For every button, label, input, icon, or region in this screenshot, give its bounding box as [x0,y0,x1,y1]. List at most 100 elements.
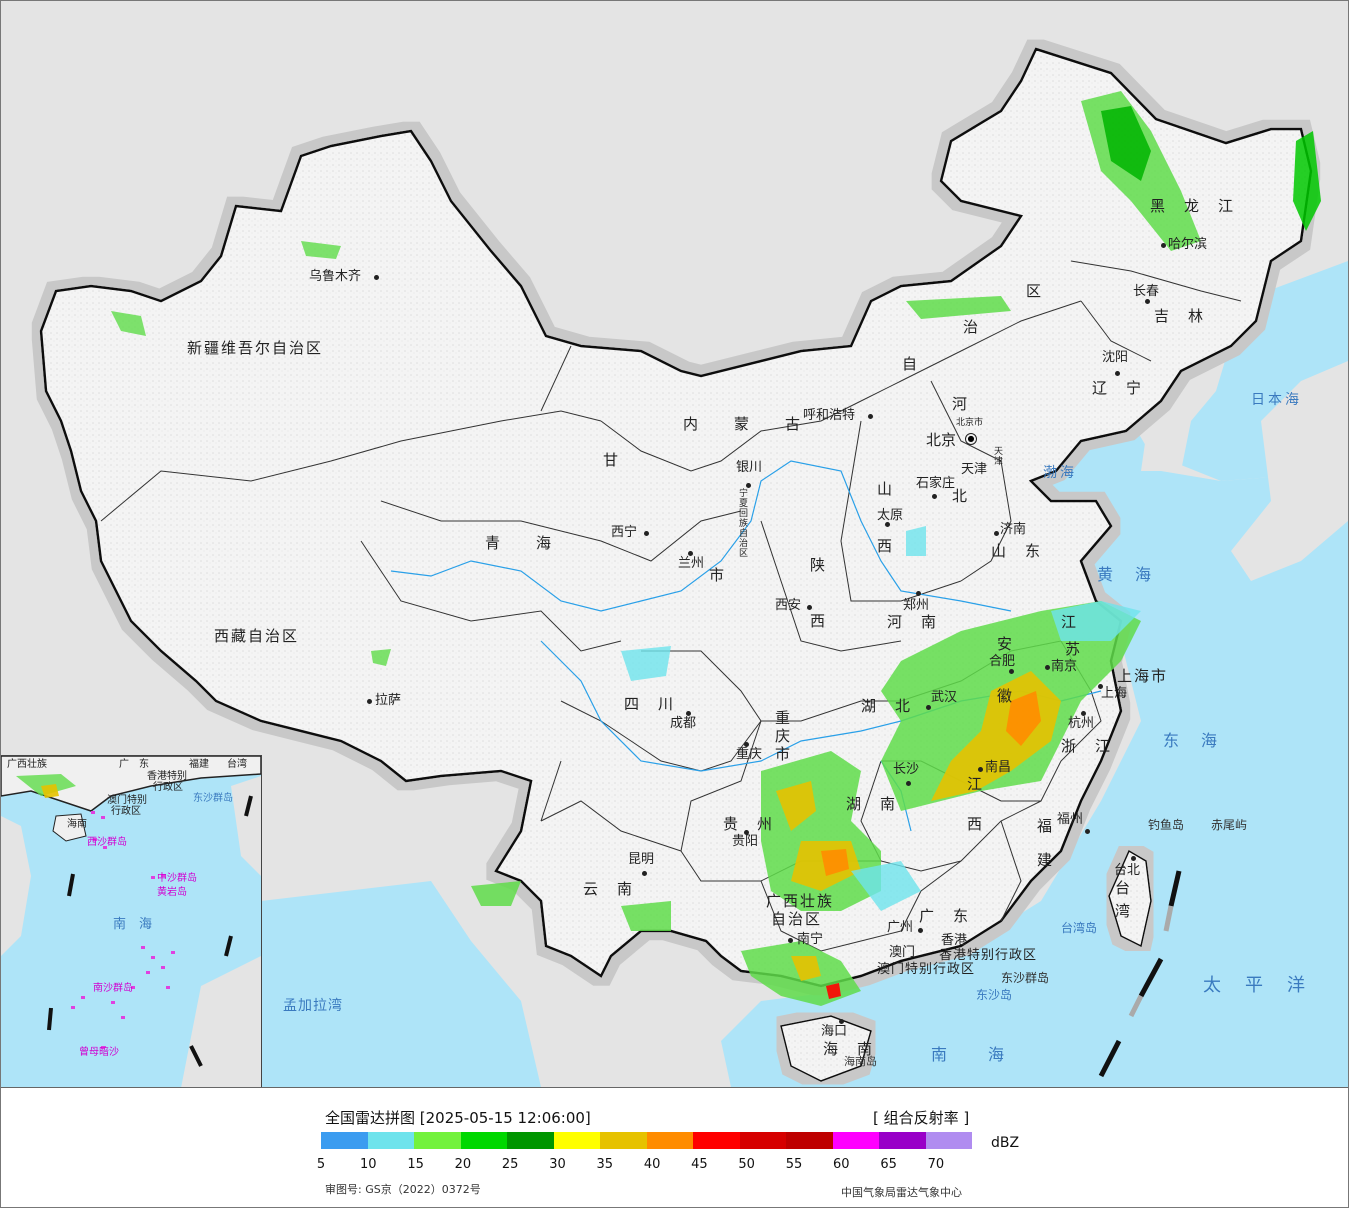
inset-label-zhongsha: 中沙群岛 [157,873,197,884]
south-china-sea-inset: 广西壮族 广 东 福建 台湾 香港特别 行政区 澳门特别 行政区 海南 东沙群岛… [1,755,262,1087]
sea-label-pacific: 太 平 洋 [1203,975,1308,996]
city-changsha: 长沙 [893,762,920,777]
inset-label-taiwan: 台湾 [227,759,247,770]
city-hangzhou: 杭州 [1068,716,1095,731]
city-tianjin-municipality: 天津 [994,447,1004,467]
city-fuzhou: 福州 [1057,812,1084,827]
city-dot [744,830,749,835]
color-swatch [367,1132,414,1149]
capital-marker-icon: ● [965,433,977,445]
province-label-guangdong: 广 东 [919,907,971,925]
inset-label-hk-1: 香港特别 [147,771,187,782]
province-label-taiwan-tai: 台 [1115,879,1133,897]
inset-label-mo-1: 澳门特别 [107,795,147,806]
province-label-guangxi-2: 自治区 [771,910,823,928]
city-guiyang: 贵阳 [732,834,759,849]
inset-label-mo-2: 行政区 [111,806,141,817]
province-label-neimenggu-zhi: 治 [963,318,981,336]
city-dot [978,767,983,772]
city-dot [918,928,923,933]
city-nanning: 南宁 [797,932,824,947]
city-hongkong: 香港 [941,933,968,948]
city-dot [868,414,873,419]
province-label-xinjiang: 新疆维吾尔自治区 [187,339,324,357]
scale-tick-label: 65 [880,1157,897,1172]
province-label-yunnan: 云 南 [583,880,635,898]
radar-map[interactable]: 新疆维吾尔自治区 西藏自治区 青 海 甘 内 蒙 古 自 治 区 黑 龙 江 吉… [1,1,1348,1088]
sea-label-donghai: 东 海 [1163,731,1221,750]
province-label-neimenggu: 内 蒙 古 [683,415,803,433]
province-label-jiangxi-xi: 西 [967,815,985,833]
scale-tick-label: 60 [833,1157,850,1172]
city-dot [1131,856,1136,861]
city-dot [807,605,812,610]
city-dot [839,1019,844,1024]
province-label-liaoning: 辽 宁 [1092,379,1144,397]
color-swatch [832,1132,879,1149]
city-urumqi: 乌鲁木齐 [309,269,362,284]
city-taipei: 台北 [1114,863,1141,878]
inset-label-zengmu: 曾母暗沙 [79,1047,119,1058]
radar-echoes [111,91,1321,1006]
city-jinan: 济南 [1000,522,1027,537]
city-macau: 澳门 [889,945,916,960]
inset-label-nanhai: 南 海 [113,917,153,932]
inset-label-guangdong: 广 东 [119,759,149,770]
sea-label-nanhai: 南 海 [931,1045,1008,1064]
city-xian: 西安 [775,598,802,613]
scale-tick-label: 25 [501,1157,519,1172]
city-dot [994,531,999,536]
city-kunming: 昆明 [628,852,655,867]
sea-label-bohai: 渤海 [1043,465,1077,481]
province-label-neimenggu-qu: 区 [1026,282,1044,300]
scale-tick-label: 40 [643,1157,661,1172]
city-dot [788,938,793,943]
city-tianjin: 天津 [961,462,988,477]
sar-label-hongkong: 香港特别行政区 [939,948,1038,963]
color-swatch [925,1132,972,1149]
province-label-heilongjiang: 黑 龙 江 [1150,197,1236,215]
scale-tick-label: 55 [785,1157,803,1172]
color-swatch [321,1132,368,1149]
province-label-shandong: 山 东 [991,542,1043,560]
city-harbin: 哈尔滨 [1168,237,1208,252]
city-dot [885,522,890,527]
province-label-jilin: 吉 林 [1154,307,1206,325]
province-label-hunan: 湖 南 [846,795,898,813]
city-zhengzhou: 郑州 [903,598,930,613]
bay-of-bengal-area [261,881,541,1087]
province-label-shanghai: 上海市 [1117,667,1169,685]
color-swatch [646,1132,693,1149]
province-label-jiangxi-jiang: 江 [967,775,985,793]
city-dot [688,551,693,556]
province-label-guizhou: 贵 州 [723,815,775,833]
province-label-gansu: 甘 [603,451,621,469]
maritime-boundary-marks [1098,870,1182,1078]
province-label-neimenggu-zi: 自 [902,355,920,373]
province-label-chongqing: 重庆市 [775,709,793,763]
color-swatch [507,1132,554,1149]
color-swatch [600,1132,647,1149]
east-sea-area [721,396,1348,1087]
color-swatch [739,1132,786,1149]
province-label-hainan: 海 南 [823,1040,875,1058]
city-chengdu: 成都 [670,716,697,731]
island-label-diaoyu: 钓鱼岛 [1148,818,1185,832]
city-beijing-municipality: 北京市 [956,418,984,428]
city-dot [1115,371,1120,376]
city-dot [374,275,379,280]
inset-label-huangyan: 黄岩岛 [157,887,187,898]
city-shenyang: 沈阳 [1102,350,1129,365]
scale-tick-label: 5 [316,1157,326,1172]
city-dot [1009,669,1014,674]
province-label-shaanxi-shaan: 陕 [810,556,828,574]
city-dot [1161,243,1166,248]
province-label-jiangsu-jiang: 江 [1061,613,1079,631]
color-scale-bar [321,1132,972,1149]
city-dot [926,705,931,710]
color-swatch [553,1132,600,1149]
island-label-hainan: 海南岛 [844,1055,877,1068]
island-label-taiwan: 台湾岛 [1061,921,1098,935]
city-dot [644,531,649,536]
